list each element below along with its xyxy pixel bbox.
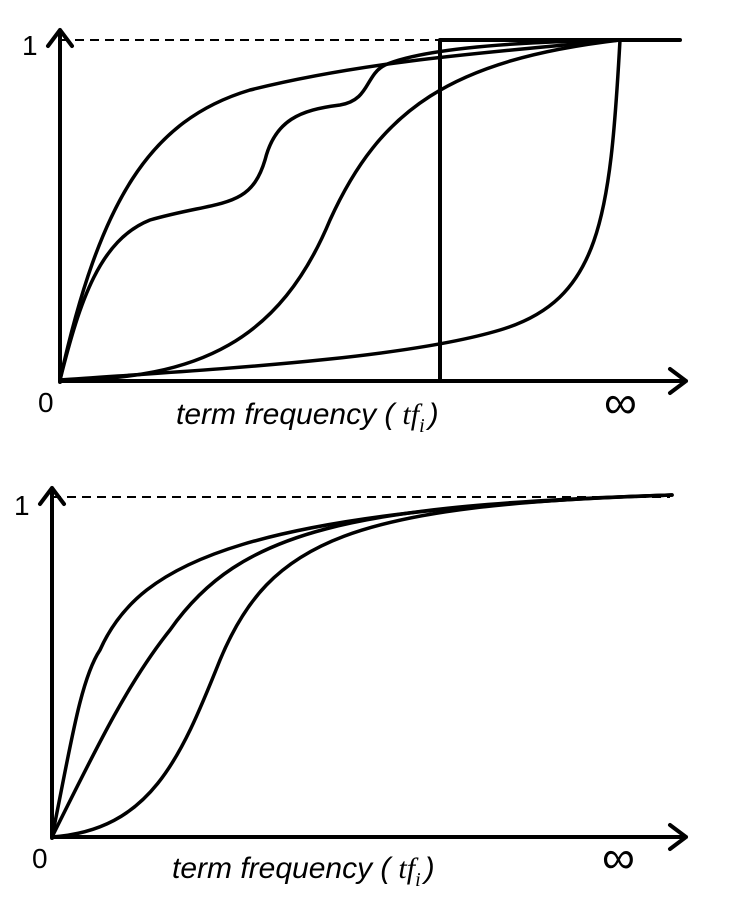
x-axis [58,367,688,395]
y-axis [38,486,66,840]
curve [58,38,622,382]
x-axis [50,823,688,851]
bottom-panel: 1 0 term frequency (tfi) ∞ [14,486,688,891]
origin-label: 0 [38,387,54,418]
y-top-label: 1 [22,30,38,61]
x-label-variable: tf [402,398,422,431]
y-axis [46,28,74,384]
x-axis-label: term frequency (tfi) [176,398,439,437]
x-label-close: ) [426,398,439,431]
y-top-label: 1 [14,490,30,521]
origin-label: 0 [32,843,48,874]
step-function [438,38,682,383]
curve [50,493,674,839]
curve [58,38,622,382]
x-axis-label: term frequency (tfi) [172,852,435,891]
x-label-subscript: i [419,415,425,437]
x-end-label: ∞ [604,376,637,428]
x-label-variable: tf [398,852,418,885]
curve [50,493,674,839]
x-label-text: term frequency ( [172,852,393,885]
x-label-text: term frequency ( [176,398,397,431]
top-panel: 1 0 term frequency (tfi) ∞ [22,28,688,437]
curve [58,38,622,382]
x-label-subscript: i [415,869,421,891]
x-label-close: ) [422,852,435,885]
x-end-label: ∞ [602,831,635,883]
curve [58,38,622,382]
